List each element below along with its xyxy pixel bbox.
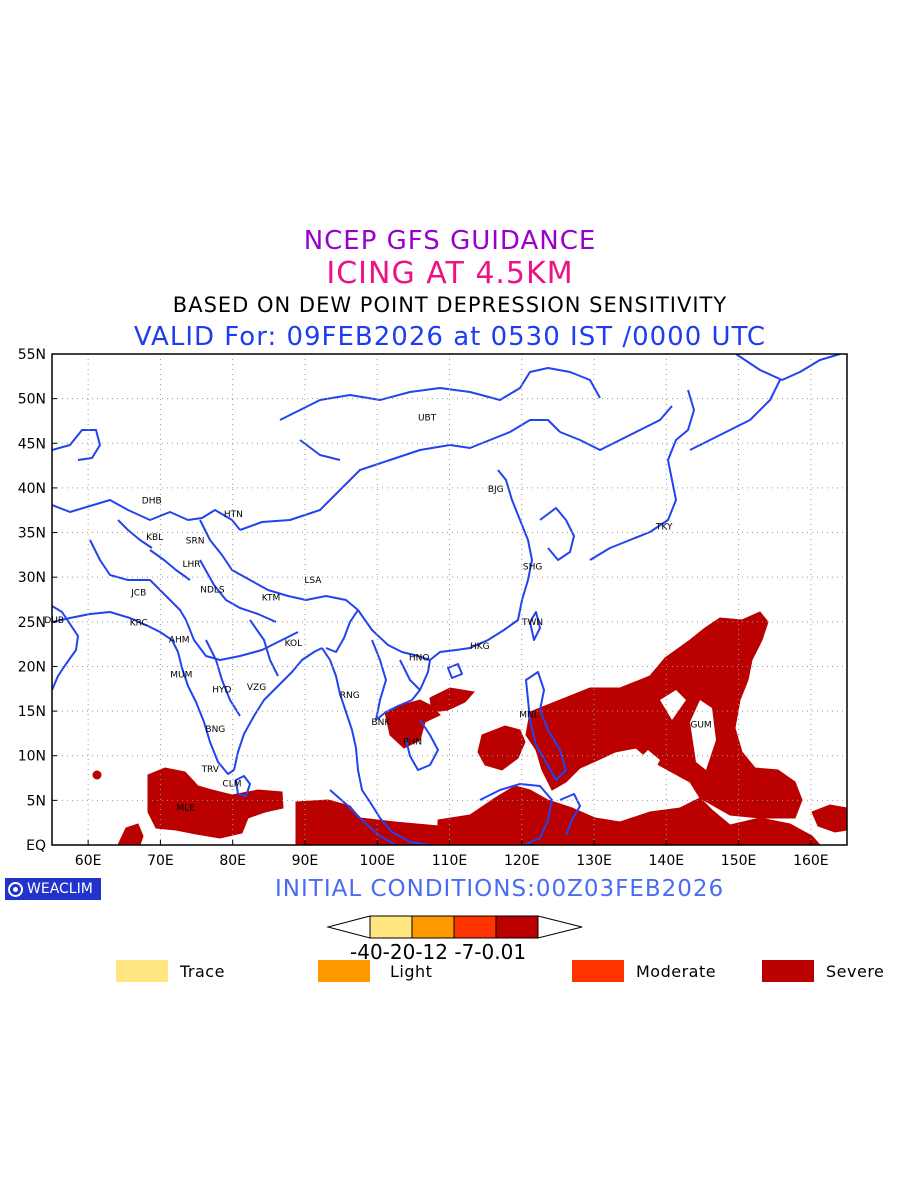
colorbar-left-arrow (326, 915, 371, 939)
legend-item-moderate: Moderate (572, 960, 716, 982)
station-label-ndls: NDLS (200, 586, 225, 596)
lon-tick-label: 110E (432, 853, 468, 869)
station-label-phn: PHN (403, 737, 422, 747)
legend-item-light: Light (318, 960, 432, 982)
station-label-dub: DUB (44, 616, 64, 626)
station-label-kol: KOL (285, 639, 303, 649)
colorbar-moderate (453, 915, 497, 939)
legend-item-severe: Severe (762, 960, 884, 982)
station-label-srn: SRN (186, 537, 205, 547)
station-label-krc: KRC (130, 619, 148, 629)
legend-label-moderate: Moderate (636, 961, 717, 981)
station-label-jcb: JCB (130, 588, 146, 598)
gridlines (52, 353, 847, 846)
station-labels: UBT BJG TKY SHG TWN HKG HNO MNL GUM BNK PHN RNG LSA K… (44, 413, 711, 813)
axis-ticks (52, 353, 812, 846)
weaclim-badge: WEACLIM (5, 878, 101, 900)
lon-tick-label: 90E (292, 853, 319, 869)
lat-tick-label: 5N (27, 793, 46, 809)
longitude-tick-labels: 60E 70E 80E 90E 100E 110E 120E 130E 140E 150E 160E (75, 853, 829, 869)
station-label-shg: SHG (523, 562, 542, 572)
station-label-mnl: MNL (519, 711, 539, 721)
lat-tick-label: 45N (18, 436, 46, 452)
title-line3: BASED ON DEW POINT DEPRESSION SENSITIVIT… (172, 293, 728, 317)
station-label-hkg: HKG (470, 642, 490, 652)
lon-tick-label: 120E (504, 853, 540, 869)
station-label-gum: GUM (690, 720, 711, 730)
lat-tick-label: EQ (26, 838, 46, 854)
legend-label-trace: Trace (180, 961, 225, 981)
title-line2: ICING AT 4.5KM (326, 256, 574, 291)
station-label-ubt: UBT (418, 413, 437, 423)
colorbar-labels: -40-20-12 -7-0.01 (350, 940, 527, 964)
title-valid-time: VALID For: 09FEB2026 at 0530 IST /0000 U… (133, 322, 767, 352)
legend-label-severe: Severe (826, 961, 885, 981)
station-label-trv: TRV (201, 765, 220, 775)
station-label-lhr: LHR (182, 560, 200, 570)
colorbar-trace (369, 915, 413, 939)
severe-icing-areas (92, 611, 847, 845)
lat-tick-label: 50N (18, 392, 46, 408)
legend-item-trace: Trace (116, 960, 225, 982)
station-label-clm: CLM (222, 779, 241, 789)
latitude-tick-labels: EQ 5N 10N 15N 20N 25N 30N 35N 40N 45N 50N 55N (18, 347, 46, 854)
station-label-lsa: LSA (304, 576, 322, 586)
clear-gaps (628, 690, 760, 786)
lon-tick-label: 80E (219, 853, 246, 869)
lat-tick-label: 35N (18, 526, 46, 542)
station-label-hyd: HYD (212, 686, 231, 696)
station-label-ahm: AHM (169, 636, 190, 646)
station-label-htn: HTN (224, 510, 243, 520)
coastlines (52, 354, 841, 845)
lat-tick-label: 30N (18, 570, 46, 586)
brand-name: WEACLIM (27, 881, 93, 897)
legend-swatch-severe (762, 960, 814, 982)
colorbar-light (411, 915, 455, 939)
legend-swatch-light (318, 960, 370, 982)
legend-swatch-moderate (572, 960, 624, 982)
lat-tick-label: 55N (18, 347, 46, 363)
station-label-dhb: DHB (142, 496, 162, 506)
lon-tick-label: 150E (721, 853, 757, 869)
legend-swatch-trace (116, 960, 168, 982)
station-label-bnk: BNK (371, 718, 391, 728)
station-label-ktm: KTM (262, 594, 280, 604)
colorbar (326, 915, 583, 939)
lon-tick-label: 160E (793, 853, 829, 869)
initial-conditions: INITIAL CONDITIONS:00Z03FEB2026 (275, 876, 725, 902)
lon-tick-label: 60E (75, 853, 102, 869)
copyright-circle-icon (8, 881, 23, 897)
legend-label-light: Light (390, 961, 433, 981)
lon-tick-label: 100E (359, 853, 395, 869)
lat-tick-label: 10N (18, 749, 46, 765)
title-line1: NCEP GFS GUIDANCE (303, 226, 597, 256)
lon-tick-label: 130E (576, 853, 612, 869)
colorbar-severe (495, 915, 539, 939)
lat-tick-label: 25N (18, 615, 46, 631)
station-label-twn: TWN (521, 618, 543, 628)
colorbar-right-arrow (537, 915, 583, 939)
station-label-mle: MLE (176, 804, 195, 814)
lat-tick-label: 20N (18, 659, 46, 675)
lat-tick-label: 15N (18, 704, 46, 720)
station-label-bjg: BJG (488, 485, 504, 495)
lon-tick-label: 140E (649, 853, 685, 869)
lat-tick-label: 40N (18, 481, 46, 497)
station-label-tky: TKY (655, 522, 673, 532)
station-label-vzg: VZG (247, 683, 266, 693)
station-label-bng: BNG (205, 725, 225, 735)
station-label-kbl: KBL (146, 533, 163, 543)
station-label-mum: MUM (170, 670, 192, 680)
lon-tick-label: 70E (147, 853, 174, 869)
station-label-rng: RNG (340, 691, 360, 701)
station-label-hno: HNO (409, 654, 430, 664)
